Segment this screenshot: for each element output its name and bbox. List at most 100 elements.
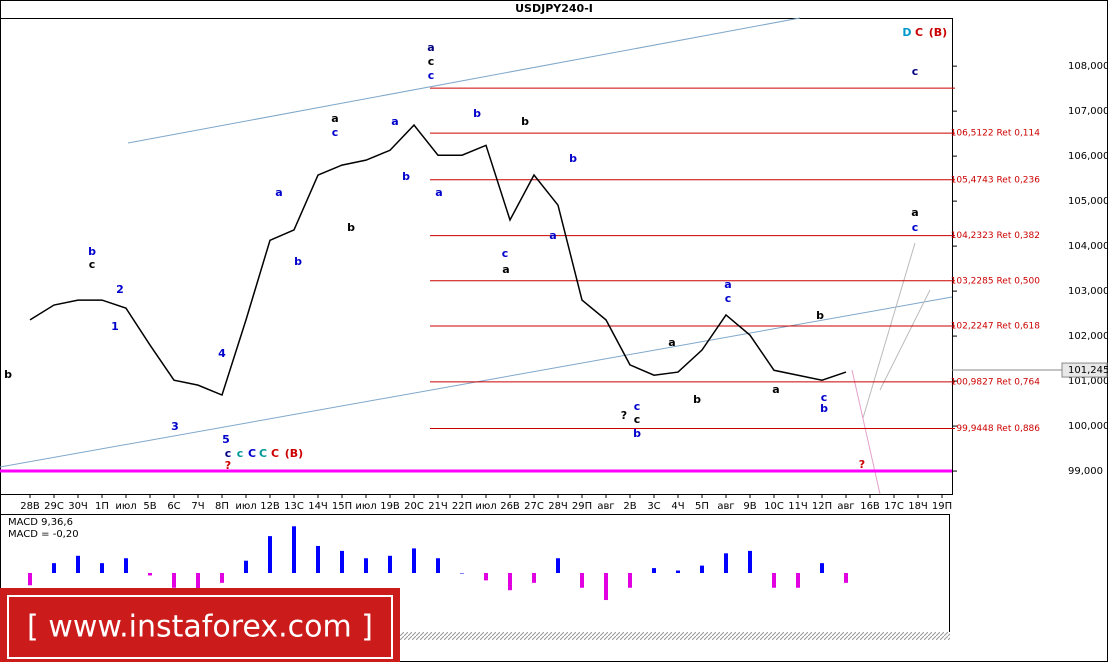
y-tick-label: 104,000 bbox=[1068, 241, 1108, 252]
banner: [ www.instaforex.com ] bbox=[0, 588, 400, 662]
x-tick-label: 6С bbox=[167, 501, 180, 512]
macd-bar bbox=[844, 573, 848, 583]
wave-label: 2 bbox=[116, 283, 124, 296]
macd-bar bbox=[676, 570, 680, 573]
macd-bar bbox=[52, 563, 56, 573]
x-tick-label: 12В bbox=[260, 501, 280, 512]
wave-label: b bbox=[693, 393, 701, 406]
wave-label: C bbox=[248, 447, 256, 460]
wave-label: ? bbox=[621, 409, 627, 422]
wave-label: c bbox=[428, 55, 435, 68]
y-tick-label: 101,000 bbox=[1068, 376, 1108, 387]
macd-bar bbox=[124, 558, 128, 573]
x-tick-label: 7Ч bbox=[191, 501, 204, 512]
macd-bar bbox=[28, 573, 32, 586]
level-label: 106,5122 Ret 0,114 bbox=[951, 129, 1041, 139]
projection-line bbox=[879, 289, 931, 391]
macd-bar bbox=[532, 573, 536, 583]
last-price-label: 101,245 bbox=[1068, 365, 1108, 376]
macd-bar bbox=[748, 550, 752, 573]
x-tick-label: 16В bbox=[860, 501, 880, 512]
macd-bar bbox=[148, 573, 152, 576]
x-tick-label: 22П bbox=[452, 501, 472, 512]
x-tick-label: июл bbox=[355, 501, 376, 512]
y-tick-label: 100,000 bbox=[1068, 421, 1108, 432]
wave-label: c bbox=[912, 221, 919, 234]
x-tick-label: 2В bbox=[623, 501, 636, 512]
wave-label: 5 bbox=[222, 433, 230, 446]
x-tick-label: 4Ч bbox=[671, 501, 684, 512]
wave-label: b bbox=[88, 245, 96, 258]
macd-title: MACD 9,36,6 bbox=[8, 517, 73, 528]
wave-label: ? bbox=[859, 458, 865, 471]
wave-label: c bbox=[634, 413, 641, 426]
macd-bar bbox=[436, 558, 440, 573]
macd-bar bbox=[220, 573, 224, 583]
macd-bar bbox=[340, 550, 344, 573]
wave-label: a bbox=[911, 206, 918, 219]
x-tick-label: 11Ч bbox=[788, 501, 808, 512]
macd-bar bbox=[580, 573, 584, 588]
wave-label: a bbox=[427, 41, 434, 54]
macd-bar bbox=[724, 553, 728, 573]
wave-label: a bbox=[275, 186, 282, 199]
wave-label: b bbox=[347, 221, 355, 234]
x-tick-label: авг bbox=[837, 501, 854, 512]
watermark: [ www.instaforex.com ] bbox=[27, 610, 373, 645]
y-tick-label: 106,000 bbox=[1068, 151, 1108, 162]
wave-label: 1 bbox=[111, 320, 119, 333]
x-tick-label: 17С bbox=[884, 501, 904, 512]
macd-bar bbox=[508, 573, 512, 591]
x-tick-label: 20С bbox=[404, 501, 424, 512]
macd-bar bbox=[412, 548, 416, 573]
x-tick-label: 18Ч bbox=[908, 501, 928, 512]
level-label: 104,2323 Ret 0,382 bbox=[951, 231, 1040, 241]
x-tick-label: 12П bbox=[812, 501, 832, 512]
wave-label: C bbox=[259, 447, 267, 460]
macd-bar bbox=[76, 555, 80, 573]
wave-label: ? bbox=[225, 459, 231, 472]
x-tick-label: 13С bbox=[284, 501, 304, 512]
macd-bar bbox=[652, 568, 656, 573]
price-line bbox=[29, 123, 847, 397]
plot-frame bbox=[0, 18, 953, 495]
x-tick-label: 29С bbox=[44, 501, 64, 512]
level-label: 103,2285 Ret 0,500 bbox=[951, 276, 1041, 286]
channel-line bbox=[127, 17, 801, 144]
x-tick-label: 5П bbox=[695, 501, 709, 512]
x-tick-label: авг bbox=[717, 501, 734, 512]
wave-label: c bbox=[912, 65, 919, 78]
wave-label: b bbox=[402, 170, 410, 183]
wave-label: a bbox=[724, 278, 731, 291]
last-price-box bbox=[1061, 362, 1108, 378]
x-tick-label: 27С bbox=[524, 501, 544, 512]
x-tick-label: 19П bbox=[932, 501, 952, 512]
macd-bar bbox=[796, 573, 800, 588]
x-tick-label: 14Ч bbox=[308, 501, 328, 512]
wave-label: b bbox=[633, 427, 641, 440]
x-tick-label: июл bbox=[115, 501, 136, 512]
wave-label: b bbox=[294, 255, 302, 268]
wave-label: b bbox=[820, 402, 828, 415]
macd-bar bbox=[772, 573, 776, 588]
wave-label: c bbox=[237, 447, 244, 460]
macd-bar bbox=[316, 545, 320, 573]
macd-bar bbox=[820, 563, 824, 573]
wave-label: c bbox=[502, 247, 509, 260]
macd-bar bbox=[604, 573, 608, 601]
wave-label: a bbox=[331, 112, 338, 125]
scroll-strip bbox=[400, 632, 950, 640]
wave-label: b bbox=[473, 107, 481, 120]
macd-bar bbox=[556, 558, 560, 573]
wave-label: a bbox=[435, 186, 442, 199]
wave-label: a bbox=[772, 383, 779, 396]
x-tick-label: 29П bbox=[572, 501, 592, 512]
wave-label: c bbox=[428, 69, 435, 82]
macd-bar bbox=[268, 536, 272, 573]
macd-bar bbox=[196, 573, 200, 591]
wave-label: b bbox=[4, 368, 12, 381]
x-tick-label: 5В bbox=[143, 501, 156, 512]
wave-label: c bbox=[634, 400, 641, 413]
x-tick-label: 28Ч bbox=[548, 501, 568, 512]
wave-label: a bbox=[549, 229, 556, 242]
